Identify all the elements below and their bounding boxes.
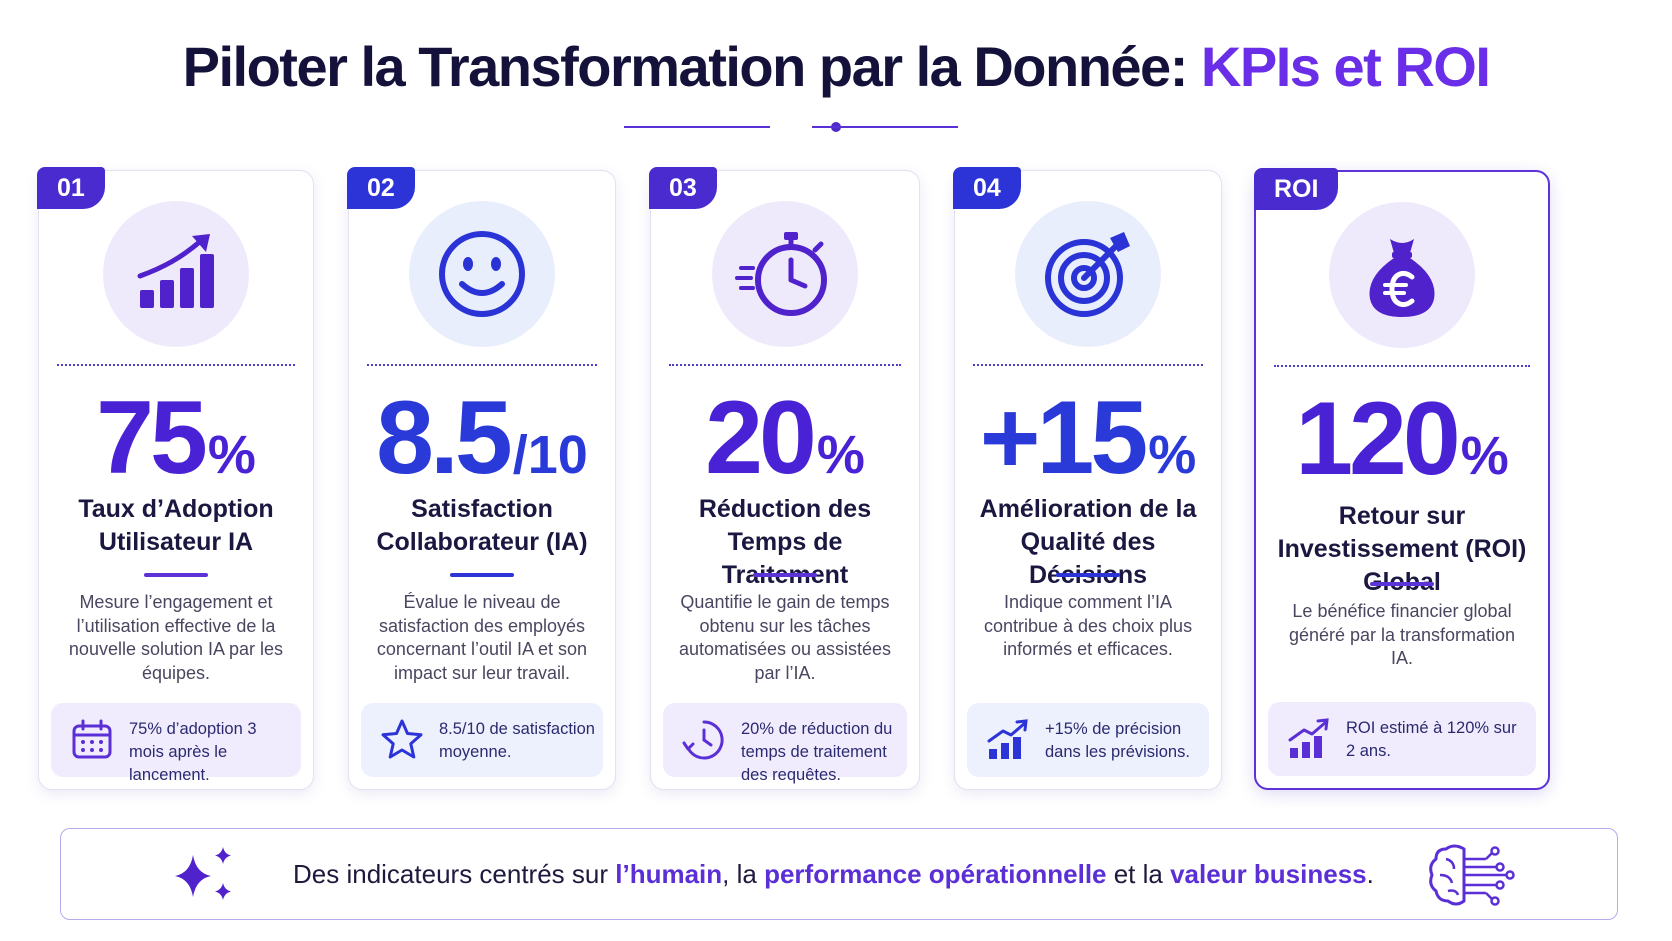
star-icon bbox=[381, 719, 423, 759]
kpi-footer-text: +15% de précision dans les prévisions. bbox=[1045, 720, 1190, 761]
kpi-footer: ROI estimé à 120% sur 2 ans. bbox=[1268, 702, 1536, 776]
kpi-label: Satisfaction Collaborateur (IA) bbox=[376, 495, 588, 556]
kpi-footer: 75% d’adoption 3 mois après le lancement… bbox=[51, 703, 301, 784]
clock-icon bbox=[682, 720, 724, 760]
kpi-number: 75 bbox=[96, 380, 208, 496]
sparkle-icon bbox=[175, 847, 231, 900]
kpi-value: 75% bbox=[39, 379, 313, 498]
card-divider bbox=[1274, 365, 1530, 367]
label-underline bbox=[753, 573, 817, 577]
title-main: Piloter la Transformation par la Donnée: bbox=[182, 35, 1201, 98]
card-divider bbox=[367, 364, 597, 366]
summary-banner: Des indicateurs centrés sur l’humain, la… bbox=[60, 828, 1618, 920]
kpi-label: Amélioration de la Qualité des Décisions bbox=[979, 495, 1197, 589]
calendar-icon bbox=[72, 719, 112, 759]
kpi-footer: 20% de réduction du temps de traitement … bbox=[663, 703, 907, 784]
summary-highlight-human: l’humain bbox=[615, 859, 723, 889]
card-badge: 04 bbox=[953, 167, 1021, 209]
kpi-number: +15 bbox=[979, 380, 1148, 496]
card-divider bbox=[973, 364, 1203, 366]
kpi-card-processing-time: 03 20% Réduction des Temps de Traitement… bbox=[649, 167, 920, 790]
summary-part4: . bbox=[1366, 859, 1374, 889]
kpi-footer-text: 20% de réduction du temps de traitement … bbox=[741, 720, 893, 784]
kpi-card-adoption: 01 75% Taux d’Adoption Utilisateur IA Me… bbox=[37, 167, 314, 790]
summary-part3: et la bbox=[1106, 859, 1171, 889]
card-badge: ROI bbox=[1254, 168, 1339, 210]
kpi-unit: % bbox=[816, 425, 865, 485]
divider-line-left bbox=[624, 126, 770, 128]
kpi-label: Réduction des Temps de Traitement bbox=[698, 495, 872, 589]
bar-chart-icon bbox=[1288, 718, 1329, 758]
card-icon-circle bbox=[712, 201, 858, 347]
summary-part1: Des indicateurs centrés sur bbox=[293, 859, 616, 889]
kpi-value: +15% bbox=[955, 379, 1221, 498]
kpi-card-decision-quality: 04 +15% Amélioration de la Qualité des D… bbox=[953, 167, 1222, 790]
kpi-unit: % bbox=[1460, 426, 1509, 486]
brain-circuit-icon bbox=[1429, 844, 1515, 906]
kpi-value: 120% bbox=[1256, 380, 1548, 499]
money-bag-euro-icon bbox=[1369, 239, 1435, 317]
title-divider bbox=[0, 122, 1672, 132]
stopwatch-icon bbox=[735, 232, 827, 316]
kpi-description: Mesure l’engagement et l’utilisation eff… bbox=[68, 592, 284, 683]
label-underline bbox=[1370, 582, 1434, 586]
smiley-icon bbox=[439, 231, 525, 317]
kpi-number: 20 bbox=[705, 380, 817, 496]
kpi-label: Taux d’Adoption Utilisateur IA bbox=[78, 495, 274, 556]
target-icon bbox=[1045, 232, 1130, 317]
kpi-card-satisfaction: 02 8.5/10 Satisfaction Collaborateur (IA… bbox=[347, 167, 616, 790]
card-icon-circle bbox=[103, 201, 249, 347]
kpi-footer: +15% de précision dans les prévisions. bbox=[967, 703, 1209, 777]
kpi-unit: % bbox=[207, 425, 256, 485]
title-accent: KPIs et ROI bbox=[1200, 35, 1491, 98]
summary-text: Des indicateurs centrés sur l’humain, la… bbox=[293, 859, 1374, 890]
kpi-number: 120 bbox=[1295, 381, 1461, 497]
kpi-description: Le bénéfice financier global généré par … bbox=[1288, 601, 1516, 668]
summary-highlight-performance: performance opérationnelle bbox=[764, 859, 1107, 889]
card-divider bbox=[669, 364, 901, 366]
kpi-footer-text: 75% d’adoption 3 mois après le lancement… bbox=[129, 720, 257, 784]
label-underline bbox=[144, 573, 208, 577]
card-divider bbox=[57, 364, 295, 366]
kpi-card-roi: ROI 120% Retour sur Investissement (ROI)… bbox=[1254, 168, 1550, 790]
card-icon-circle bbox=[1015, 201, 1161, 347]
kpi-unit: /10 bbox=[512, 425, 588, 485]
kpi-footer: 8.5/10 de satisfaction moyenne. bbox=[361, 703, 603, 777]
card-badge: 03 bbox=[649, 167, 717, 209]
divider-line-right bbox=[812, 126, 958, 128]
summary-highlight-business: valeur business bbox=[1170, 859, 1367, 889]
page-title: Piloter la Transformation par la Donnée:… bbox=[0, 34, 1672, 99]
kpi-value: 20% bbox=[651, 379, 919, 498]
bar-chart-icon bbox=[987, 719, 1028, 759]
growth-chart-icon bbox=[137, 234, 214, 308]
card-badge: 01 bbox=[37, 167, 105, 209]
card-badge: 02 bbox=[347, 167, 415, 209]
label-underline bbox=[450, 573, 514, 577]
summary-part2: , la bbox=[722, 859, 765, 889]
label-underline bbox=[1056, 573, 1120, 577]
kpi-description: Évalue le niveau de satisfaction des emp… bbox=[376, 592, 588, 683]
kpi-label: Retour sur Investissement (ROI) Global bbox=[1277, 502, 1527, 596]
kpi-footer-text: ROI estimé à 120% sur 2 ans. bbox=[1346, 719, 1517, 760]
kpi-value: 8.5/10 bbox=[349, 379, 615, 498]
card-icon-circle bbox=[409, 201, 555, 347]
kpi-unit: % bbox=[1148, 425, 1197, 485]
kpi-number: 8.5 bbox=[376, 380, 513, 496]
kpi-description: Indique comment l’IA contribue à des cho… bbox=[983, 592, 1193, 659]
kpi-description: Quantifie le gain de temps obtenu sur le… bbox=[678, 592, 892, 683]
kpi-footer-text: 8.5/10 de satisfaction moyenne. bbox=[439, 720, 595, 761]
card-icon-circle bbox=[1329, 202, 1475, 348]
